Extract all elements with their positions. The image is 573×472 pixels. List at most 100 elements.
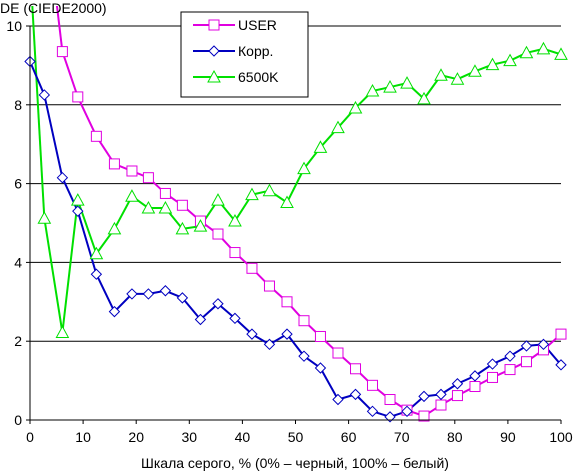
series-0-point-6: [159, 187, 171, 199]
series-0-point-12: [263, 280, 275, 292]
series-0-point-11: [246, 262, 258, 274]
series-1-point-18: [332, 393, 344, 406]
series-0-point-27: [520, 356, 532, 368]
series-2-point-15: [297, 161, 311, 175]
series-0-point-13: [281, 296, 293, 308]
series-2-point-23: [434, 68, 448, 81]
series-2-point-1: [55, 325, 70, 339]
x-tick-label-100: 100: [549, 429, 573, 445]
series-0-point-25: [487, 371, 499, 383]
y-tick-label-4: 4: [14, 254, 22, 270]
series-2-point-27: [503, 53, 517, 67]
series-2-point-3: [89, 246, 104, 260]
series-2-point-7: [158, 200, 173, 214]
series-0-point-5: [142, 172, 154, 184]
series-2-point-0: [37, 211, 52, 224]
x-tick-label-0: 0: [26, 429, 34, 445]
series-1-point-30: [537, 338, 550, 351]
series-0-point-17: [350, 363, 362, 375]
series-1-point-28: [504, 350, 516, 362]
x-tick-label-20: 20: [128, 429, 144, 445]
series-2-point-12: [245, 187, 259, 201]
series-2-point-14: [280, 195, 294, 209]
y-tick-label-10: 10: [6, 18, 22, 34]
series-2-point-11: [228, 213, 242, 227]
series-0-point-24: [469, 381, 481, 393]
series-markers: [24, 41, 568, 423]
series-0-point-15: [314, 330, 326, 342]
series-line-1: [30, 61, 562, 418]
series-2-point-21: [400, 76, 414, 89]
series-0-point-26: [504, 364, 516, 376]
x-tick-label-90: 90: [500, 429, 516, 445]
series-1-point-26: [469, 370, 481, 382]
series-0-point-0: [56, 46, 68, 58]
series-1-point-31: [555, 359, 567, 371]
x-tick-label-80: 80: [447, 429, 463, 445]
legend-marker-0: [208, 19, 220, 31]
series-1-point-12: [229, 312, 241, 325]
series-1-point-11: [212, 298, 224, 310]
series-0-point-7: [176, 199, 188, 211]
series-2-point-4: [107, 221, 122, 235]
x-tick-label-40: 40: [235, 429, 251, 445]
axes: [26, 25, 562, 424]
series-2-point-18: [348, 100, 363, 114]
legend-box: [180, 11, 309, 98]
series-2-point-9: [193, 219, 208, 232]
series-1-point-14: [263, 338, 276, 351]
legend: USER Корр. 6500K: [180, 11, 309, 98]
series-1-point-29: [520, 340, 533, 352]
series-0-point-19: [384, 394, 396, 406]
y-tick-label-6: 6: [14, 176, 22, 192]
series-0-point-16: [332, 347, 344, 359]
series-2-point-30: [554, 47, 568, 60]
series-2-point-6: [141, 200, 156, 214]
series-1-point-15: [281, 328, 293, 340]
series-1-point-22: [401, 405, 413, 418]
series-1-point-3: [72, 205, 84, 217]
x-axis-label: Шкала серого, % (0% – черный, 100% – бел…: [141, 455, 449, 471]
legend-label-2: 6500K: [238, 69, 279, 85]
series-2-point-25: [468, 64, 482, 77]
series-2-point-20: [383, 80, 397, 93]
x-tick-label-60: 60: [341, 429, 357, 445]
series-2-point-28: [519, 45, 534, 59]
series-2-point-2: [70, 193, 85, 206]
series-0-point-14: [298, 315, 310, 327]
legend-marker-2: [207, 69, 221, 83]
series-1-point-10: [194, 313, 207, 326]
series-1-point-9: [176, 292, 189, 304]
series-1-point-13: [246, 328, 258, 340]
series-0-point-3: [108, 158, 120, 170]
series-1-point-19: [349, 388, 362, 401]
series-0-point-2: [90, 130, 102, 142]
y-tick-label-2: 2: [14, 333, 22, 349]
series-1-point-6: [126, 288, 138, 300]
series-0-point-9: [212, 228, 224, 240]
x-tick-label-70: 70: [394, 429, 410, 445]
series-0-point-21: [418, 410, 430, 422]
series-entry-line-0: [55, 6, 64, 52]
series-2-point-10: [211, 193, 225, 206]
series-0-point-1: [72, 91, 84, 103]
series-2-point-16: [313, 140, 328, 153]
x-tick-label-10: 10: [75, 429, 91, 445]
x-tick-label-30: 30: [182, 429, 198, 445]
series-0-point-18: [366, 379, 378, 391]
series-1-point-25: [451, 378, 464, 390]
legend-marker-1: [208, 45, 220, 57]
series-1-point-4: [90, 268, 103, 280]
series-1-point-8: [159, 285, 172, 297]
legend-label-1: Корр.: [238, 43, 273, 59]
series-1-point-17: [314, 362, 327, 374]
series-1-point-7: [142, 288, 155, 300]
x-tick-label-50: 50: [288, 429, 304, 445]
series-2-point-5: [125, 189, 139, 202]
series-2-point-26: [485, 57, 500, 71]
series-1-point-23: [418, 390, 430, 403]
y-tick-label-0: 0: [14, 412, 22, 428]
series-1-point-16: [298, 350, 310, 362]
